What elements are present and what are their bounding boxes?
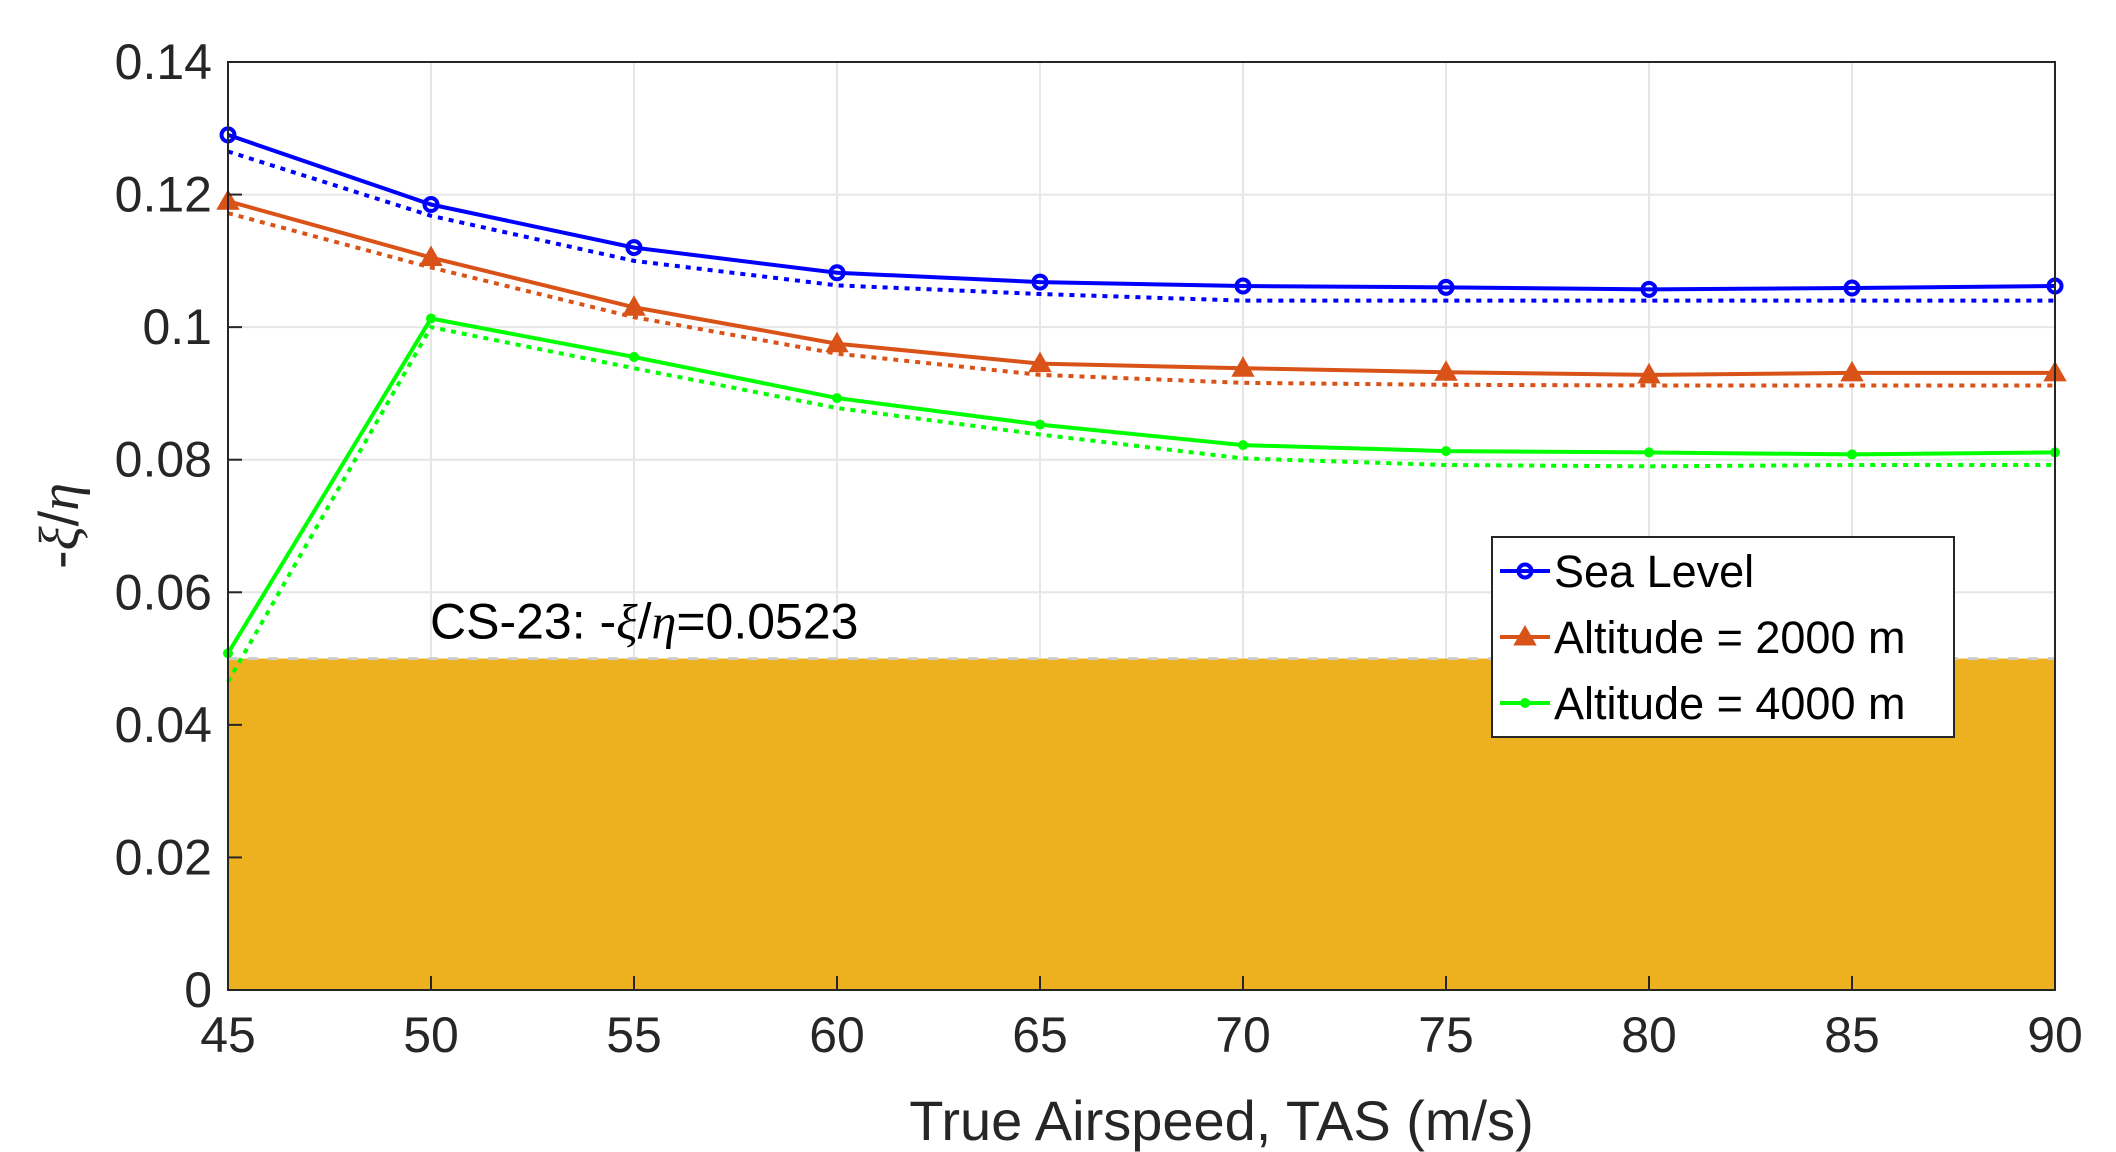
x-axis-label: True Airspeed, TAS (m/s) bbox=[909, 1089, 1533, 1152]
series-line-altitude-2000-m bbox=[227, 199, 2055, 377]
x-tick-label-60: 60 bbox=[809, 1007, 865, 1063]
legend-label-sea-level: Sea Level bbox=[1554, 546, 1754, 597]
series-altitude-4000-m bbox=[223, 313, 2060, 683]
data-point-sea-level-60 bbox=[828, 264, 846, 282]
data-point-altitude-2000-m-60 bbox=[825, 331, 849, 353]
data-point-altitude-4000-m-60 bbox=[832, 393, 842, 404]
y-tick-label-0.06: 0.06 bbox=[115, 564, 212, 620]
series-line-altitude-4000-m bbox=[226, 316, 2056, 655]
y-tick-label-0.14: 0.14 bbox=[115, 34, 212, 90]
series-line-dotted-altitude-4000-m bbox=[226, 324, 2055, 683]
x-tick-label-85: 85 bbox=[1824, 1007, 1880, 1063]
series-line-dotted-altitude-2000-m bbox=[227, 211, 2055, 388]
data-point-altitude-4000-m-80 bbox=[1644, 447, 1654, 458]
y-tick-label-0: 0 bbox=[184, 962, 212, 1018]
y-tick-label-0.12: 0.12 bbox=[115, 167, 212, 223]
data-point-altitude-4000-m-75 bbox=[1441, 446, 1451, 457]
data-point-altitude-2000-m-85 bbox=[1840, 360, 1864, 382]
data-point-altitude-2000-m-65 bbox=[1028, 351, 1052, 373]
legend-label-altitude-4000-m: Altitude = 4000 m bbox=[1554, 678, 1905, 729]
x-tick-label-65: 65 bbox=[1012, 1007, 1068, 1063]
x-tick-label-50: 50 bbox=[403, 1007, 459, 1063]
data-point-altitude-4000-m-55 bbox=[629, 351, 639, 362]
legend-box bbox=[1491, 536, 1955, 738]
data-point-altitude-4000-m-50 bbox=[426, 313, 436, 324]
x-tick-label-90: 90 bbox=[2027, 1007, 2083, 1063]
x-tick-label-80: 80 bbox=[1621, 1007, 1677, 1063]
data-point-altitude-4000-m-65 bbox=[1035, 419, 1045, 430]
y-tick-label-0.04: 0.04 bbox=[115, 697, 212, 753]
y-tick-label-0.1: 0.1 bbox=[142, 299, 212, 355]
legend-marker-altitude-4000-m bbox=[1520, 698, 1530, 708]
axes bbox=[227, 61, 2056, 991]
x-tick-label-70: 70 bbox=[1215, 1007, 1271, 1063]
data-point-sea-level-70 bbox=[1234, 277, 1252, 295]
data-point-sea-level-55 bbox=[625, 239, 643, 257]
y-tick-label-0.02: 0.02 bbox=[115, 829, 212, 885]
plot-frame bbox=[227, 61, 2056, 991]
x-tick-label-75: 75 bbox=[1418, 1007, 1474, 1063]
legend-marker-altitude-2000-m bbox=[1513, 624, 1537, 646]
data-point-sea-level-80 bbox=[1640, 280, 1658, 298]
data-point-sea-level-50 bbox=[422, 196, 440, 214]
x-tick-label-45: 45 bbox=[200, 1007, 256, 1063]
series-line-sea-level bbox=[227, 133, 2056, 292]
threshold-annotation: CS-23: -ξ/η=0.0523 bbox=[430, 594, 858, 650]
y-axis-label: -ξ/η bbox=[27, 483, 91, 569]
data-point-altitude-2000-m-50 bbox=[419, 245, 443, 267]
legend-label-altitude-2000-m: Altitude = 2000 m bbox=[1554, 612, 1905, 663]
data-point-altitude-2000-m-70 bbox=[1231, 356, 1255, 377]
tick-labels: 45 50 55 60 65 70 75 80 85 90 0 0.02 0.04 0.06 0.08 0.1… bbox=[115, 34, 2083, 1063]
data-point-altitude-2000-m-75 bbox=[1434, 360, 1458, 381]
legend-marker-sea-level bbox=[1516, 562, 1534, 580]
data-point-altitude-2000-m-55 bbox=[622, 295, 646, 316]
x-tick-label-55: 55 bbox=[606, 1007, 662, 1063]
legend: Sea Level Altitude = 2000 m Altitude = 400… bbox=[1491, 536, 1955, 738]
data-point-altitude-2000-m-80 bbox=[1637, 362, 1661, 384]
data-point-sea-level-85 bbox=[1843, 279, 1861, 297]
y-tick-label-0.08: 0.08 bbox=[115, 432, 212, 488]
series-altitude-2000-m bbox=[216, 189, 2067, 388]
data-point-sea-level-65 bbox=[1031, 273, 1049, 291]
data-point-altitude-4000-m-70 bbox=[1238, 440, 1248, 451]
series-layer bbox=[216, 126, 2067, 683]
data-point-sea-level-75 bbox=[1437, 278, 1455, 296]
data-point-altitude-4000-m-85 bbox=[1847, 449, 1857, 460]
